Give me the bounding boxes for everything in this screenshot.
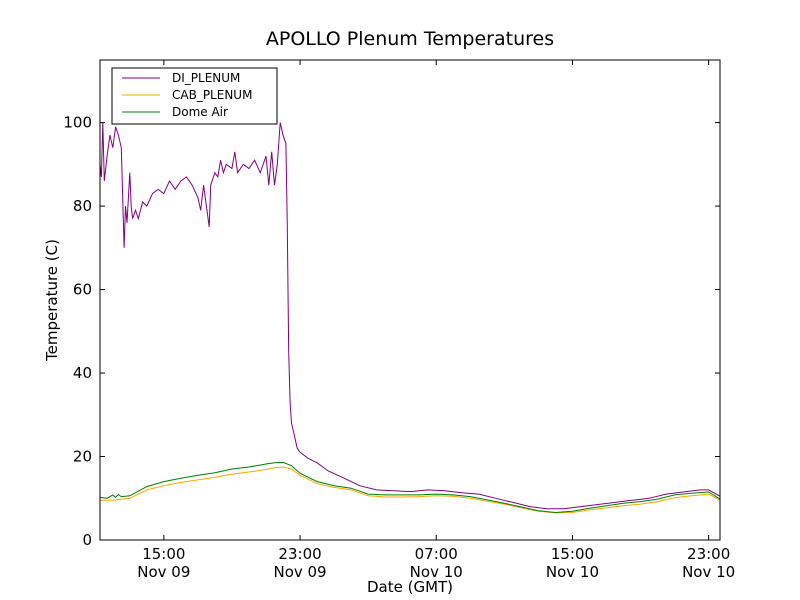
x-tick-label-time: 23:00 bbox=[687, 545, 730, 563]
legend-label: Dome Air bbox=[172, 105, 228, 119]
x-tick-label-time: 15:00 bbox=[551, 545, 594, 563]
y-tick-label: 60 bbox=[73, 281, 92, 299]
series-layer bbox=[99, 122, 721, 514]
x-tick-label-date: Nov 10 bbox=[682, 563, 735, 581]
y-tick-label: 40 bbox=[73, 364, 92, 382]
y-tick-label: 100 bbox=[63, 114, 92, 132]
x-tick-label-time: 15:00 bbox=[142, 545, 185, 563]
legend-label: DI_PLENUM bbox=[172, 71, 240, 85]
plot-area bbox=[99, 59, 721, 541]
x-axis-label: Date (GMT) bbox=[367, 578, 453, 596]
plot-frame bbox=[99, 59, 721, 541]
series-line-cab-plenum bbox=[100, 466, 721, 514]
x-tick-label-date: Nov 10 bbox=[546, 563, 599, 581]
legend: DI_PLENUM CAB_PLENUM Dome Air bbox=[111, 67, 278, 125]
series-line-dome-air bbox=[99, 461, 721, 514]
chart-title: APOLLO Plenum Temperatures bbox=[266, 28, 554, 50]
legend-box bbox=[111, 67, 278, 125]
x-tick-label-time: 23:00 bbox=[278, 545, 321, 563]
x-tick-label-date: Nov 09 bbox=[273, 563, 326, 581]
y-tick-label: 20 bbox=[73, 448, 92, 466]
y-axis: 0 20 40 60 80 100 bbox=[63, 114, 720, 549]
y-tick-label: 0 bbox=[82, 531, 92, 549]
x-tick-label-date: Nov 10 bbox=[410, 563, 463, 581]
series-line-di-plenum bbox=[99, 122, 721, 510]
y-tick-label: 80 bbox=[73, 197, 92, 215]
legend-label: CAB_PLENUM bbox=[172, 88, 252, 102]
x-tick-label-time: 07:00 bbox=[415, 545, 458, 563]
x-tick-label-date: Nov 09 bbox=[137, 563, 190, 581]
y-axis-label: Temperature (C) bbox=[43, 239, 61, 362]
